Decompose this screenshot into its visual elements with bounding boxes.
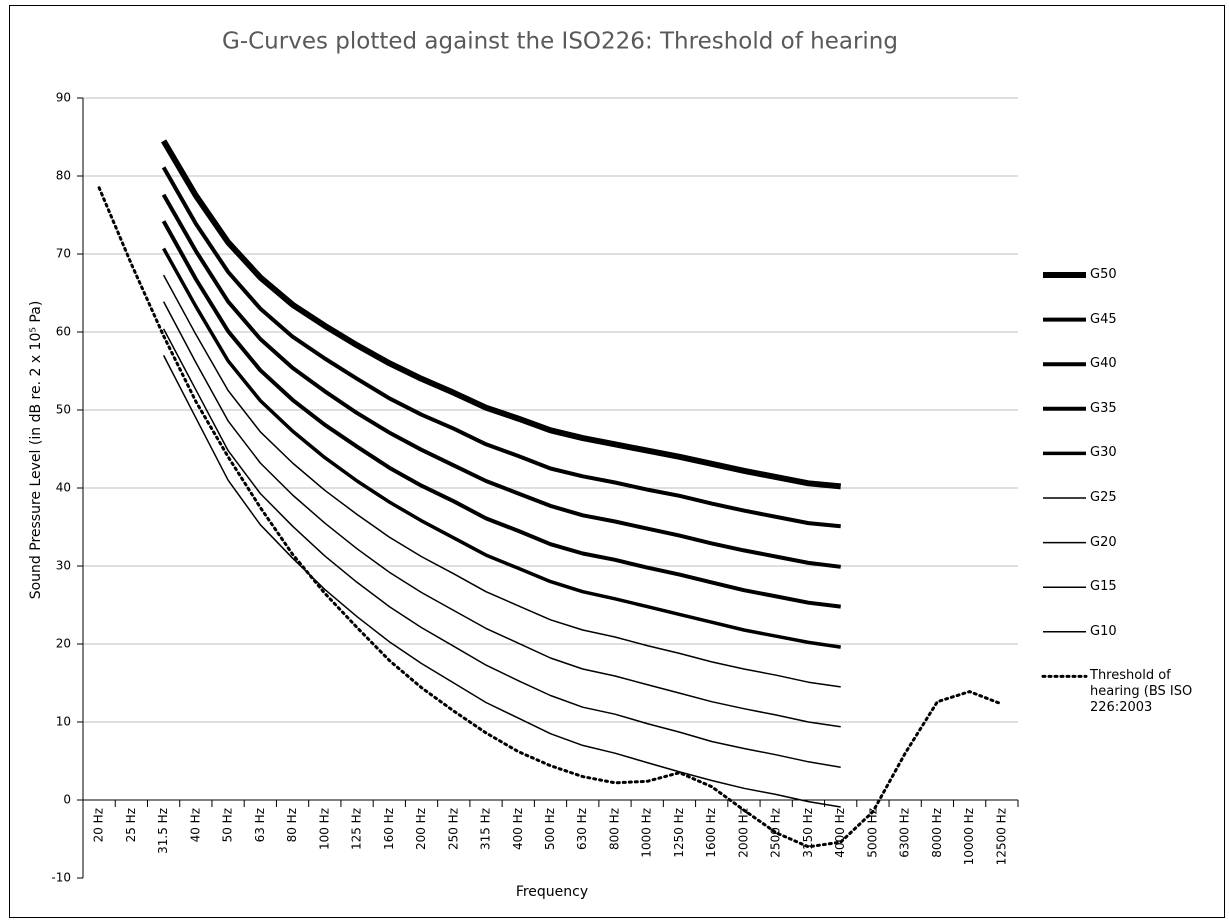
y-tick-label: 0 xyxy=(63,793,71,807)
x-tick-label: 6300 Hz xyxy=(898,808,912,858)
x-tick-label: 630 Hz xyxy=(575,808,589,850)
x-tick-label: 125 Hz xyxy=(350,808,364,850)
y-tick-label: -10 xyxy=(51,871,71,885)
legend-label: G40 xyxy=(1090,356,1117,372)
legend-label: G10 xyxy=(1090,623,1117,639)
x-tick-label: 800 Hz xyxy=(607,808,621,850)
y-tick-label: 70 xyxy=(56,247,71,261)
y-tick-label: 90 xyxy=(56,91,71,105)
y-tick-label: 60 xyxy=(56,325,71,339)
x-tick-label: 160 Hz xyxy=(382,808,396,850)
x-tick-label: 8000 Hz xyxy=(930,808,944,858)
y-tick-label: 20 xyxy=(56,637,71,651)
legend-label: G35 xyxy=(1090,400,1117,416)
legend-label: G20 xyxy=(1090,534,1117,550)
y-tick-label: 40 xyxy=(56,481,71,495)
x-tick-label: 25 Hz xyxy=(124,808,138,842)
x-tick-label: 250 Hz xyxy=(446,808,460,850)
x-tick-label: 50 Hz xyxy=(221,808,235,842)
legend-label: G50 xyxy=(1090,267,1117,282)
series-line xyxy=(162,247,841,649)
x-axis-label: Frequency xyxy=(516,884,588,900)
x-tick-label: 31.5 Hz xyxy=(156,808,170,854)
series-line xyxy=(97,186,1004,849)
x-tick-label: 3150 Hz xyxy=(801,808,815,858)
x-tick-label: 400 Hz xyxy=(511,808,525,850)
x-tick-label: 2000 Hz xyxy=(736,808,750,858)
series-line xyxy=(162,301,841,728)
legend-label: G45 xyxy=(1090,311,1117,327)
y-tick-label: 50 xyxy=(56,403,71,417)
x-tick-label: 63 Hz xyxy=(253,808,267,842)
series-line xyxy=(162,274,841,688)
x-tick-label: 500 Hz xyxy=(543,808,557,850)
series-line xyxy=(161,220,841,609)
x-tick-label: 12500 Hz xyxy=(994,808,1008,865)
chart-title: G-Curves plotted against the ISO226: Thr… xyxy=(222,29,898,55)
series-line xyxy=(162,355,841,808)
y-tick-label: 10 xyxy=(56,715,71,729)
frame xyxy=(9,5,1225,918)
x-tick-label: 20 Hz xyxy=(92,808,106,842)
y-axis-label: Sound Pressure Level (in dB re. 2 x 10⁵ … xyxy=(28,301,44,600)
series-line xyxy=(161,193,841,569)
x-tick-label: 5000 Hz xyxy=(865,808,879,858)
x-tick-label: 1250 Hz xyxy=(672,808,686,858)
legend-label: G15 xyxy=(1090,579,1117,595)
x-tick-label: 315 Hz xyxy=(479,808,493,850)
x-tick-label: 10000 Hz xyxy=(962,808,976,865)
x-tick-label: 40 Hz xyxy=(188,808,202,842)
x-tick-label: 1000 Hz xyxy=(640,808,654,858)
y-tick-label: 80 xyxy=(56,169,71,183)
x-tick-label: 4000 Hz xyxy=(833,808,847,858)
series-line xyxy=(162,328,841,768)
series-line xyxy=(161,166,841,529)
legend-label: Threshold of hearing (BS ISO 226:2003 xyxy=(1090,668,1193,716)
x-tick-label: 80 Hz xyxy=(285,808,299,842)
legend-label: G30 xyxy=(1090,445,1117,461)
x-tick-label: 100 Hz xyxy=(317,808,331,850)
series-line xyxy=(161,139,841,490)
y-tick-label: 30 xyxy=(56,559,71,573)
x-tick-label: 1600 Hz xyxy=(704,808,718,858)
x-tick-label: 200 Hz xyxy=(414,808,428,850)
legend-label: G25 xyxy=(1090,490,1117,505)
